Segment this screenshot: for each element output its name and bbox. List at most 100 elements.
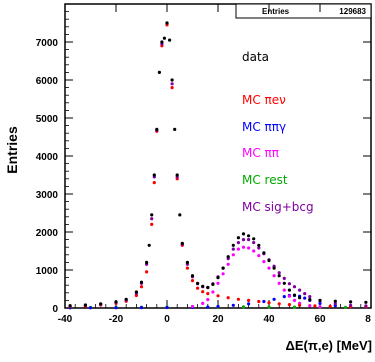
data-point [226,262,230,266]
data-point [134,290,138,294]
data-point [152,181,156,185]
data-point [175,173,179,177]
data-point [308,298,312,302]
data-point [216,304,220,309]
data-point [262,251,266,255]
data-point [150,222,154,226]
data-point [241,305,246,309]
data-point [298,303,302,307]
data-point [257,254,261,258]
data-point [318,298,322,302]
data-point [216,294,220,298]
data-point [124,297,128,301]
data-points [68,21,368,310]
data-point [201,284,205,288]
data-point [303,296,307,300]
data-point [247,302,251,306]
data-point [257,243,261,247]
data-point [139,306,144,310]
data-point [139,285,144,289]
data-point [231,253,235,257]
data-point [206,305,210,309]
data-point [190,274,195,278]
data-point [308,304,312,308]
y-tick-label: 5000 [36,114,59,125]
data-point [134,293,138,298]
data-point [68,304,72,308]
data-point [150,213,154,217]
data-point [252,249,256,253]
x-tick-label: 0 [164,314,170,325]
data-point [147,243,151,247]
data-point [83,303,87,307]
data-point [298,288,302,292]
data-point [145,260,149,264]
x-tick-labels: -40 -20 0 20 40 60 8 [58,314,371,325]
legend-entry: MC ππ [242,146,279,160]
data-point [162,36,166,40]
data-point [231,247,235,251]
y-tick-labels: 0 1000 2000 3000 4000 5000 6000 7000 [36,38,59,315]
legend-entry: MC ππγ [242,120,286,134]
data-point [343,305,348,309]
data-point [155,127,159,131]
data-point [303,292,307,296]
stats-box-value: 129683 [339,7,366,16]
data-point [150,217,154,221]
data-point [211,282,215,286]
data-point [178,213,182,217]
data-point [216,281,220,285]
data-point [292,305,297,309]
legend-entry: MC sig+bcg [242,200,314,214]
data-point [262,260,266,264]
data-point [272,297,276,301]
data-point [165,21,169,25]
data-point [247,246,251,250]
data-point [277,274,281,278]
data-point [267,266,271,270]
data-point [211,290,215,294]
data-point [287,294,291,298]
y-axis-label: Entries [4,126,20,174]
data-point [257,246,261,250]
legend-entry: MC rest [242,173,288,187]
data-point [292,285,297,289]
data-point [206,292,210,296]
data-point [221,266,225,270]
data-point [201,301,205,305]
data-point [287,288,291,292]
data-point [272,274,276,278]
data-point [236,247,240,251]
data-point [277,271,281,275]
data-point [241,245,246,249]
data-point [267,305,271,309]
data-point [157,70,161,74]
data-point [292,293,297,297]
data-point [185,260,189,264]
data-point [262,299,266,304]
data-point [333,302,337,306]
data-point [318,305,322,309]
data-point [236,241,240,245]
data-point [257,299,261,304]
data-point [221,272,225,276]
data-point [114,306,118,310]
data-point [241,238,246,242]
data-point [160,40,164,44]
legend-entry: MC πeν [242,93,286,107]
data-point [226,255,230,259]
data-point [349,300,353,304]
plot-frame [64,3,372,309]
x-tick-label: 60 [314,314,326,325]
data-point [170,78,174,82]
series-0 [68,21,368,308]
data-point [216,276,220,280]
data-point [272,266,276,270]
data-point [292,298,297,302]
data-point [333,299,337,303]
data-point [313,304,317,308]
data-point [196,286,200,290]
data-point [277,302,281,306]
y-tick-label: 1000 [36,266,59,277]
